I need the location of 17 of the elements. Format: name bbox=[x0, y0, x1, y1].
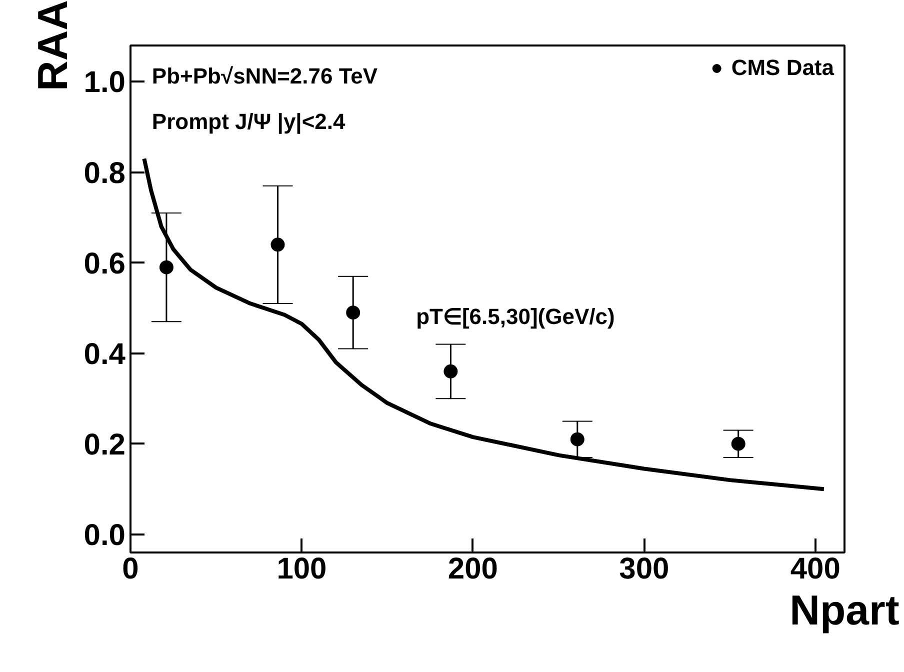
y-tick-label: 0.4 bbox=[84, 338, 126, 371]
x-axis-title: Npart bbox=[790, 586, 900, 634]
y-tick-label: 1.0 bbox=[84, 66, 126, 100]
x-tick-label: 100 bbox=[276, 552, 327, 586]
annotation: pT∈[6.5,30](GeV/c) bbox=[416, 304, 615, 330]
y-tick-label: 0.6 bbox=[84, 247, 126, 280]
x-tick-label: 400 bbox=[790, 552, 840, 586]
x-tick-label: 200 bbox=[448, 552, 498, 586]
annotation: Prompt J/Ψ |y|<2.4 bbox=[152, 109, 346, 134]
legend-label: CMS Data bbox=[731, 55, 834, 81]
annotation: Pb+Pb√sNN=2.76 TeV bbox=[152, 63, 378, 88]
x-tick-label: 0 bbox=[122, 552, 139, 586]
y-axis-title: RAA bbox=[28, 0, 76, 91]
y-tick-label: 0.8 bbox=[84, 156, 126, 190]
x-tick-label: 300 bbox=[619, 552, 670, 586]
y-tick-label: 0.0 bbox=[84, 518, 126, 552]
y-tick-label: 0.2 bbox=[84, 428, 126, 462]
